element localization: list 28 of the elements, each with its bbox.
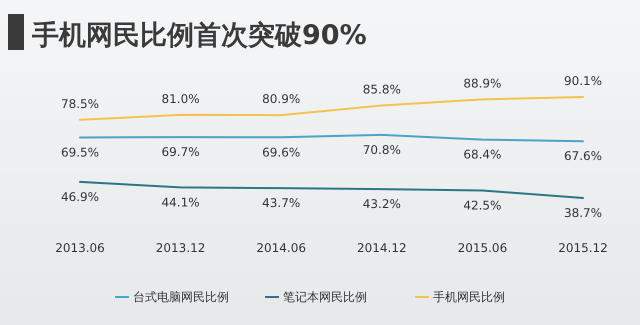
data-label: 38.7% [564, 206, 602, 220]
data-label: 78.5% [60, 96, 100, 111]
data-label: 85.8% [362, 82, 401, 96]
data-label: 69.6% [262, 145, 300, 160]
x-tick-label: 2015.12 [558, 241, 608, 255]
x-tick-label: 2015.06 [458, 241, 508, 255]
data-label: 68.4% [463, 148, 502, 162]
data-label: 67.6% [564, 149, 602, 164]
legend-label: 台式电脑网民比例 [133, 290, 229, 304]
data-label: 43.2% [362, 197, 401, 212]
data-label: 70.8% [362, 142, 401, 157]
x-tick-label: 2013.12 [156, 241, 206, 255]
data-label: 88.9% [463, 76, 502, 90]
data-label: 69.7% [162, 145, 200, 160]
data-label: 90.1% [564, 74, 602, 88]
data-label: 43.7% [262, 196, 300, 210]
data-label: 44.1% [162, 195, 200, 210]
x-tick-label: 2014.12 [356, 241, 407, 255]
x-tick-label: 2014.06 [256, 241, 306, 255]
data-label: 80.9% [262, 92, 300, 106]
legend-label: 手机网民比例 [433, 290, 505, 304]
data-label: 46.9% [60, 190, 100, 204]
data-label: 81.0% [162, 92, 200, 106]
x-tick-label: 2013.06 [55, 241, 105, 255]
data-label: 42.5% [463, 198, 502, 213]
legend-label: 笔记本网民比例 [283, 290, 367, 304]
data-label: 69.5% [60, 145, 100, 160]
chart-title: 手机网民比例首次突破90% [31, 20, 367, 51]
